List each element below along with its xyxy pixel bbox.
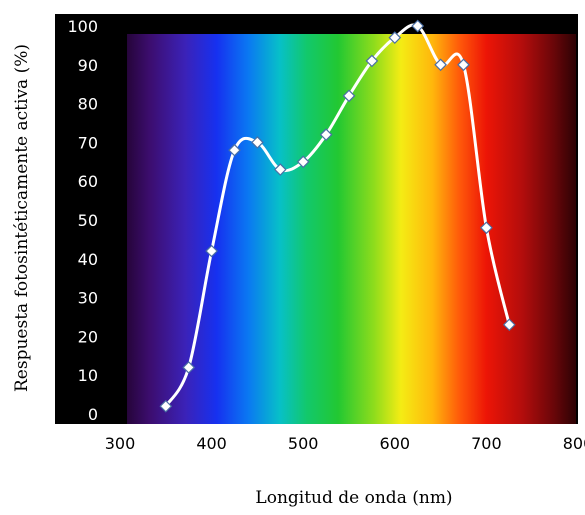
data-point-marker xyxy=(251,136,264,149)
y-axis-label: Respuesta fotosintéticamente activa (%) xyxy=(12,44,32,392)
y-tick-label: 90 xyxy=(78,56,98,75)
data-point-marker xyxy=(159,399,173,413)
x-axis-label: Longitud de onda (nm) xyxy=(255,488,452,508)
data-point-marker xyxy=(502,318,516,332)
x-tick-label: 300 xyxy=(105,434,136,453)
x-tick-label: 700 xyxy=(471,434,502,453)
data-point-marker xyxy=(388,31,402,44)
x-axis-ticks: 300 400 500 600 700 800 xyxy=(105,434,585,453)
x-tick-label: 800 xyxy=(563,434,585,453)
x-tick-label: 400 xyxy=(196,434,227,453)
data-point-marker xyxy=(273,163,287,176)
data-point-marker xyxy=(434,58,447,72)
data-point-marker xyxy=(296,155,310,169)
y-tick-label: 80 xyxy=(78,95,98,114)
data-point-marker xyxy=(457,58,470,72)
y-tick-label: 20 xyxy=(78,327,98,346)
y-tick-label: 100 xyxy=(67,17,98,36)
y-tick-label: 0 xyxy=(88,405,98,424)
y-tick-label: 30 xyxy=(78,289,98,308)
y-tick-label: 10 xyxy=(78,366,98,385)
y-tick-label: 40 xyxy=(78,250,98,269)
y-axis-ticks: 0 10 20 30 40 50 60 70 80 90 100 xyxy=(67,17,98,424)
data-point-marker xyxy=(205,244,218,258)
y-tick-label: 50 xyxy=(78,211,98,230)
data-point-marker xyxy=(342,89,356,103)
data-point-marker xyxy=(228,143,241,157)
x-tick-label: 600 xyxy=(380,434,411,453)
data-point-marker xyxy=(480,221,493,235)
y-tick-label: 70 xyxy=(78,133,98,152)
series-markers xyxy=(159,19,516,413)
data-point-marker xyxy=(182,361,196,374)
data-point-marker xyxy=(365,54,379,68)
y-tick-label: 60 xyxy=(78,172,98,191)
data-point-marker xyxy=(411,19,425,33)
x-tick-label: 500 xyxy=(288,434,319,453)
data-point-marker xyxy=(319,128,333,141)
